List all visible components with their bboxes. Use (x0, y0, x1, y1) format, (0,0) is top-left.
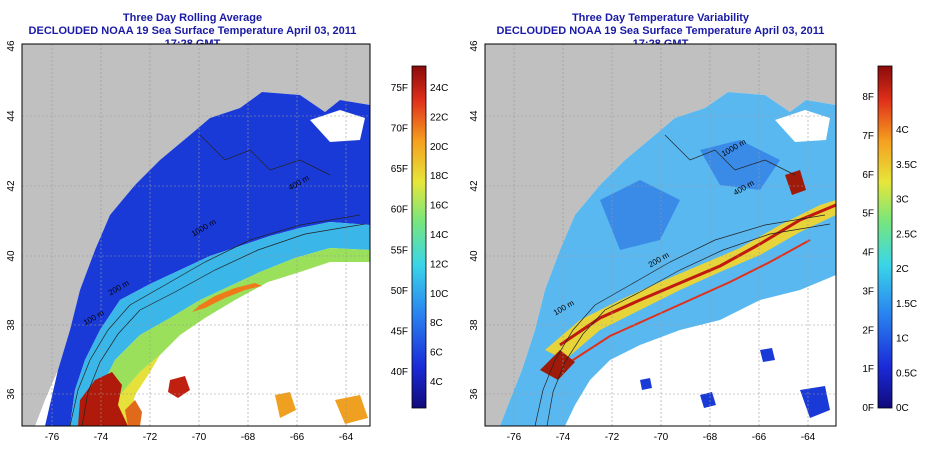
x-tick-label: -70 (192, 432, 207, 443)
y-tick-label: 40 (469, 250, 480, 262)
colorbar-c-label: 14C (430, 230, 448, 241)
colorbar-f-label: 40F (391, 367, 408, 378)
x-tick-label: -68 (241, 432, 256, 443)
colorbar-c-label: 1.5C (896, 299, 917, 310)
x-tick-label: -72 (605, 432, 620, 443)
left-front (92, 248, 370, 426)
x-tick-label: -76 (45, 432, 60, 443)
x-tick-label: -72 (143, 432, 158, 443)
colorbar-f-label: 50F (391, 286, 408, 297)
x-tick-label: -68 (703, 432, 718, 443)
left-title-line1: Three Day Rolling Average (122, 12, 263, 24)
y-tick-label: 46 (6, 40, 17, 52)
colorbar-f-label: 5F (862, 209, 874, 220)
colorbar-c-label: 12C (430, 259, 448, 270)
left-gulf-stream (78, 372, 128, 426)
y-tick-label: 36 (6, 388, 17, 400)
y-tick-label: 36 (469, 388, 480, 400)
x-tick-label: -70 (654, 432, 669, 443)
right-land (485, 44, 836, 426)
colorbar-c-label: 6C (430, 348, 443, 359)
left-map (21, 43, 371, 427)
colorbar-f-label: 3F (862, 286, 874, 297)
x-tick-label: -66 (752, 432, 767, 443)
y-tick-label: 38 (6, 319, 17, 331)
colorbar-c-label: 16C (430, 201, 448, 212)
colorbar-c-label: 1C (896, 334, 909, 345)
colorbar-f-label: 8F (862, 92, 874, 103)
colorbar-f-label: 65F (391, 164, 408, 175)
colorbar-f-label: 4F (862, 248, 874, 259)
colorbar-c-label: 2.5C (896, 229, 917, 240)
colorbar-f-label: 1F (862, 364, 874, 375)
left-colorbar (411, 65, 427, 409)
colorbar-f-label: 0F (862, 403, 874, 414)
colorbar-c-label: 8C (430, 318, 443, 329)
colorbar-c-label: 0.5C (896, 368, 917, 379)
colorbar-c-label: 3.5C (896, 160, 917, 171)
right-title-line1: Three Day Temperature Variability (571, 12, 750, 24)
colorbar-c-label: 0C (896, 403, 909, 414)
colorbar-c-label: 24C (430, 83, 448, 94)
colorbar-c-label: 2C (896, 264, 909, 275)
y-tick-label: 42 (6, 180, 17, 192)
left-land (22, 44, 370, 426)
colorbar-f-label: 60F (391, 205, 408, 216)
colorbar-c-label: 3C (896, 195, 909, 206)
y-tick-label: 40 (6, 250, 17, 262)
x-tick-label: -76 (507, 432, 522, 443)
colorbar-f-label: 2F (862, 325, 874, 336)
colorbar-c-label: 18C (430, 171, 448, 182)
left-cold-water (45, 92, 370, 426)
x-tick-label: -64 (801, 432, 816, 443)
colorbar-f-label: 75F (391, 83, 408, 94)
right-map (484, 43, 837, 427)
colorbar-c-label: 4C (430, 377, 443, 388)
y-tick-label: 42 (469, 180, 480, 192)
colorbar-f-label: 55F (391, 245, 408, 256)
x-tick-label: -64 (339, 432, 354, 443)
left-shelf-water (70, 222, 370, 426)
y-tick-label: 46 (469, 40, 480, 52)
colorbar-c-label: 4C (896, 125, 909, 136)
colorbar-f-label: 6F (862, 170, 874, 181)
y-tick-label: 44 (6, 110, 17, 122)
x-tick-label: -74 (94, 432, 109, 443)
x-tick-label: -74 (556, 432, 571, 443)
colorbar-f-label: 7F (862, 131, 874, 142)
right-colorbar (877, 65, 893, 409)
colorbar-c-label: 20C (430, 142, 448, 153)
x-tick-label: -66 (290, 432, 305, 443)
colorbar-c-label: 10C (430, 289, 448, 300)
colorbar-f-label: 45F (391, 326, 408, 337)
y-tick-label: 44 (469, 110, 480, 122)
colorbar-c-label: 22C (430, 112, 448, 123)
y-tick-label: 38 (469, 319, 480, 331)
colorbar-f-label: 70F (391, 124, 408, 135)
